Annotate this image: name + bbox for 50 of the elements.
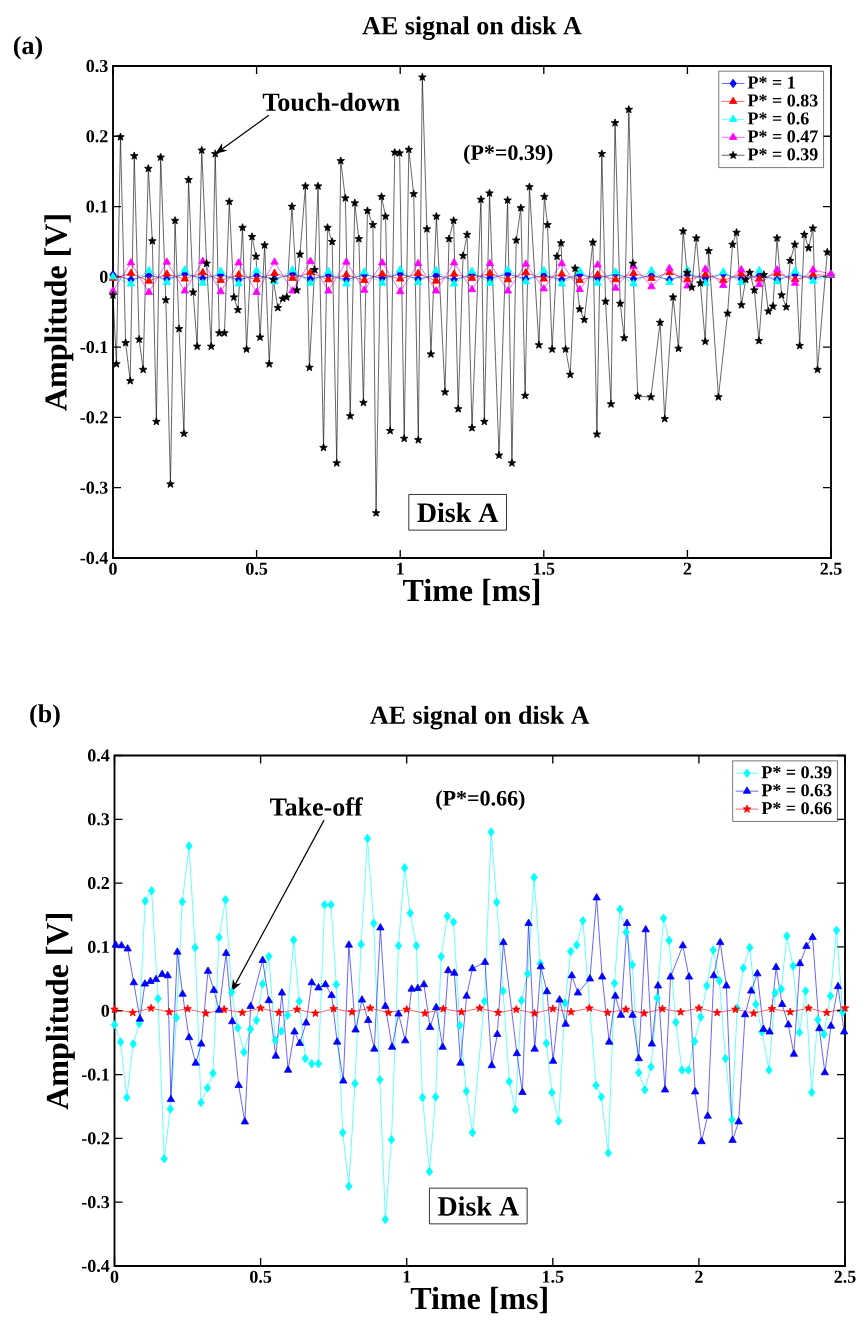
legend-label: P* = 0.66 — [761, 802, 832, 815]
x-tick-label: 2 — [683, 562, 692, 575]
text: (a) — [13, 35, 42, 60]
y-tick-label: 0.2 — [87, 876, 110, 890]
legend-label: P* = 0.6 — [747, 112, 809, 125]
annotation: Take-off — [270, 797, 363, 816]
x-tick-label: 0 — [110, 1270, 119, 1283]
x-axis-title: Time [ms] — [403, 578, 540, 606]
x-tick-label: 1.5 — [534, 562, 555, 575]
x-tick-label: 2.5 — [820, 562, 842, 575]
y-tick-label: 0.2 — [86, 130, 108, 143]
legend-label: P* = 0.39 — [761, 766, 832, 779]
legend-label: P* = 1 — [747, 76, 795, 89]
y-tick-label: 0 — [101, 1004, 110, 1017]
legend-label: P* = 0.47 — [747, 130, 818, 143]
x-tick-label: 1 — [403, 1270, 411, 1283]
y-tick-label: 0.4 — [87, 749, 110, 762]
y-tick-label: -0.1 — [81, 1068, 109, 1081]
legend-label: P* = 0.83 — [747, 94, 818, 107]
y-tick-label: -0.2 — [80, 411, 108, 424]
y-tick-label: -0.3 — [81, 1196, 110, 1209]
x-tick-label: 2.5 — [834, 1270, 856, 1283]
y-tick-label: 0.1 — [86, 200, 108, 213]
chart-title: AE signal on disk A — [370, 705, 590, 730]
annotation: (P*=0.39) — [464, 144, 553, 165]
y-tick-label: 0.3 — [87, 813, 110, 826]
annotation: Touch-down — [262, 92, 400, 112]
x-tick-label: 0.5 — [250, 1270, 272, 1283]
text: (b) — [30, 704, 60, 728]
y-tick-label: -0.4 — [80, 551, 108, 565]
annotation: (P*=0.66) — [436, 790, 525, 811]
y-tick-label: -0.3 — [80, 481, 108, 494]
y-tick-label: 0.1 — [87, 940, 109, 954]
annotation: Disk A — [417, 502, 499, 523]
y-tick-label: 0 — [99, 270, 108, 283]
y-tick-label: -0.2 — [81, 1132, 110, 1145]
x-tick-label: 2 — [695, 1270, 703, 1283]
annotation: Disk A — [437, 1196, 519, 1216]
x-tick-label: 1.5 — [543, 1270, 564, 1283]
y-tick-label: -0.4 — [81, 1259, 110, 1273]
legend-label: P* = 0.39 — [747, 148, 818, 161]
legend-label: P* = 0.63 — [761, 784, 832, 797]
y-tick-label: -0.1 — [80, 341, 108, 354]
x-tick-label: 0.5 — [246, 562, 268, 575]
y-axis-title: Amplitude [V] — [45, 914, 75, 1110]
y-axis-title: Amplitude [V] — [44, 215, 74, 411]
x-tick-label: 1 — [397, 562, 404, 575]
y-tick-label: 0.3 — [86, 59, 108, 73]
chart-title: AE signal on disk A — [362, 16, 582, 40]
x-axis-title: Time [ms] — [410, 1286, 547, 1314]
